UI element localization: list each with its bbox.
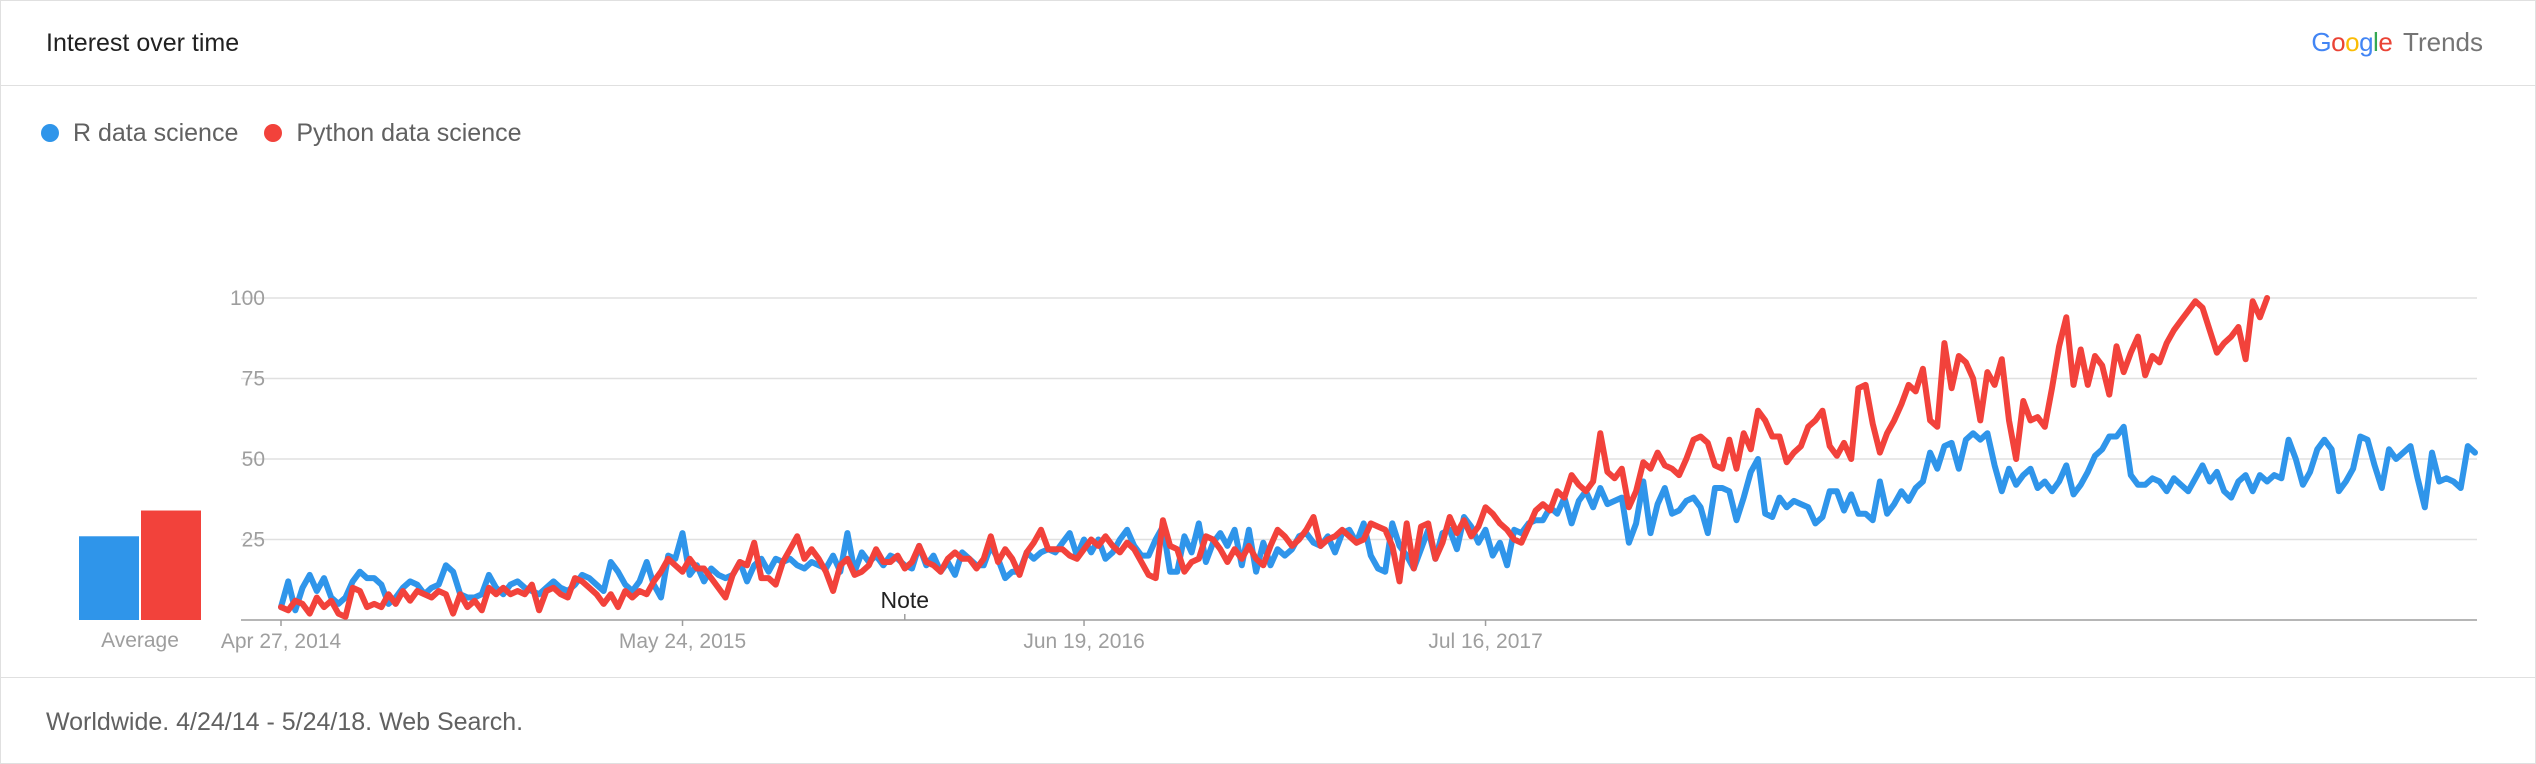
average-bar-r bbox=[79, 536, 139, 620]
average-bar-python bbox=[141, 510, 201, 620]
y-tick-label-50: 50 bbox=[242, 448, 265, 471]
legend-item-python[interactable]: Python data science bbox=[264, 118, 522, 148]
card-header: Interest over time Google Trends bbox=[1, 1, 2535, 86]
average-label: Average bbox=[101, 629, 179, 652]
legend-dot-r bbox=[41, 124, 59, 142]
series-line-python bbox=[278, 295, 2271, 620]
legend-item-r[interactable]: R data science bbox=[41, 119, 238, 148]
y-tick-label-25: 25 bbox=[242, 529, 265, 552]
legend-dot-python bbox=[264, 124, 283, 142]
note-annotation: Note bbox=[880, 587, 929, 613]
y-tick-label-100: 100 bbox=[230, 287, 265, 310]
line-chart: 25 50 75 100 Apr 27, 2014 May 24, 2015 Jun 19,… bbox=[79, 287, 2478, 653]
x-tick-label-2: Jun 19, 2016 bbox=[1023, 630, 1144, 653]
x-tick-label-3: Jul 16, 2017 bbox=[1428, 630, 1542, 653]
legend-label-r: R data science bbox=[73, 118, 239, 147]
chart-legend: R data science Python data science bbox=[41, 117, 548, 149]
footer-text: Worldwide. 4/24/14 - 5/24/18. Web Search… bbox=[46, 708, 524, 736]
x-tick-label-1: May 24, 2015 bbox=[619, 630, 746, 653]
x-tick-label-0: Apr 27, 2014 bbox=[221, 630, 342, 653]
legend-label-python: Python data science bbox=[296, 118, 522, 147]
card-footer: Worldwide. 4/24/14 - 5/24/18. Web Search… bbox=[1, 677, 2535, 764]
series-line-r bbox=[278, 423, 2478, 614]
trends-logo-text: Trends bbox=[2403, 27, 2483, 57]
google-trends-logo: Google Trends bbox=[2311, 27, 2483, 58]
y-tick-label-75: 75 bbox=[242, 368, 265, 391]
chart-title: Interest over time bbox=[46, 29, 240, 57]
google-logo-text: Google bbox=[2311, 27, 2393, 57]
